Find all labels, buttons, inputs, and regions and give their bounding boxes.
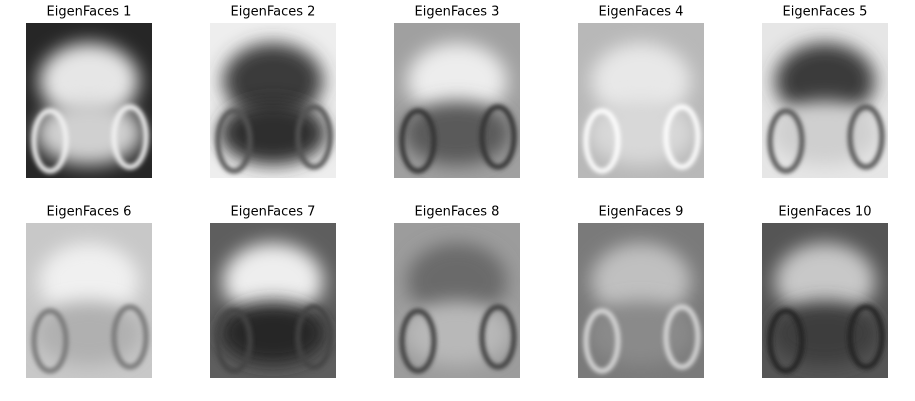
image-wheel (31, 308, 69, 374)
panel-title: EigenFaces 4 (599, 5, 684, 20)
eigenface-image (762, 23, 888, 178)
panel-title: EigenFaces 1 (47, 5, 132, 20)
image-wheel (847, 304, 885, 370)
panel-title: EigenFaces 9 (599, 205, 684, 220)
image-upper-blob (223, 243, 323, 319)
eigenface-image (578, 223, 704, 378)
image-wheel (295, 304, 333, 370)
image-wheel (767, 108, 805, 174)
eigenface-image (578, 23, 704, 178)
eigenface-image (394, 223, 520, 378)
image-wheel (663, 104, 701, 170)
image-upper-blob (591, 43, 691, 119)
image-wheel (111, 304, 149, 370)
image-upper-blob (39, 43, 139, 119)
image-wheel (583, 308, 621, 374)
image-upper-blob (775, 43, 875, 119)
image-wheel (583, 108, 621, 174)
image-wheel (399, 308, 437, 374)
image-upper-blob (591, 243, 691, 319)
image-upper-blob (407, 243, 507, 319)
eigenface-image (210, 223, 336, 378)
eigenface-image (762, 223, 888, 378)
image-upper-blob (223, 43, 323, 119)
image-wheel (215, 108, 253, 174)
eigenface-image (26, 23, 152, 178)
image-wheel (847, 104, 885, 170)
panel-title: EigenFaces 8 (415, 205, 500, 220)
image-wheel (31, 108, 69, 174)
image-wheel (479, 304, 517, 370)
eigenface-image (394, 23, 520, 178)
panel-title: EigenFaces 3 (415, 5, 500, 20)
panel-title: EigenFaces 7 (231, 205, 316, 220)
image-wheel (663, 304, 701, 370)
image-wheel (295, 104, 333, 170)
panel-title: EigenFaces 5 (783, 5, 868, 20)
image-upper-blob (775, 243, 875, 319)
image-upper-blob (407, 43, 507, 119)
eigenface-image (210, 23, 336, 178)
image-wheel (215, 308, 253, 374)
panel-title: EigenFaces 2 (231, 5, 316, 20)
image-wheel (479, 104, 517, 170)
image-wheel (399, 108, 437, 174)
image-wheel (111, 104, 149, 170)
image-upper-blob (39, 243, 139, 319)
panel-title: EigenFaces 6 (47, 205, 132, 220)
eigenface-image (26, 223, 152, 378)
panel-title: EigenFaces 10 (778, 205, 871, 220)
image-wheel (767, 308, 805, 374)
